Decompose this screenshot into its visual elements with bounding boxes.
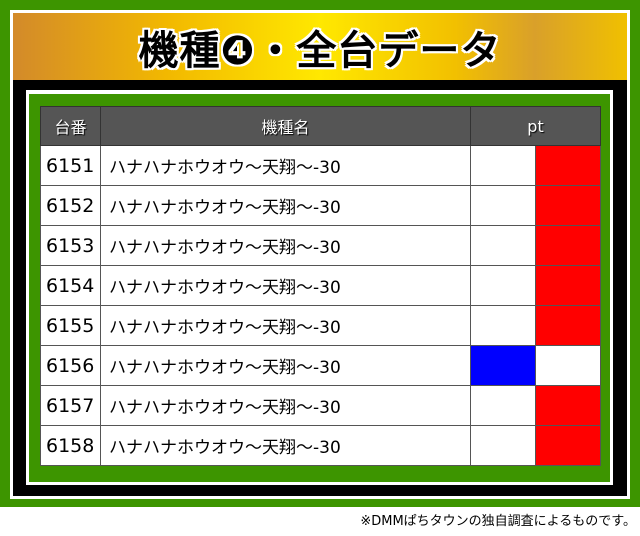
machine-number: 6156: [40, 345, 101, 386]
machine-name: ハナハナホウオウ～天翔～-30: [100, 225, 471, 266]
machine-name: ハナハナホウオウ～天翔～-30: [100, 185, 471, 226]
pt-positive-bar: [535, 385, 601, 426]
pt-negative-bar: [470, 265, 536, 306]
pt-negative-bar: [470, 425, 536, 466]
page-title: 機種❹・全台データ: [138, 27, 502, 74]
header-machine: 機種名: [100, 106, 471, 146]
pt-negative-bar: [470, 145, 536, 186]
header-pt: pt: [470, 106, 601, 146]
machine-number: 6155: [40, 305, 101, 346]
pt-positive-bar: [535, 225, 601, 266]
machine-number: 6154: [40, 265, 101, 306]
table-row: 6156 ハナハナホウオウ～天翔～-30: [40, 345, 601, 386]
pt-positive-bar: [535, 345, 601, 386]
machine-name: ハナハナホウオウ～天翔～-30: [100, 345, 471, 386]
pt-positive-bar: [535, 185, 601, 226]
machine-number: 6152: [40, 185, 101, 226]
machine-number: 6153: [40, 225, 101, 266]
machine-name: ハナハナホウオウ～天翔～-30: [100, 145, 471, 186]
machine-name: ハナハナホウオウ～天翔～-30: [100, 385, 471, 426]
pt-positive-bar: [535, 425, 601, 466]
machine-number: 6158: [40, 425, 101, 466]
table-row: 6154 ハナハナホウオウ～天翔～-30: [40, 265, 601, 306]
pt-positive-bar: [535, 305, 601, 346]
pt-positive-bar: [535, 145, 601, 186]
table-row: 6157 ハナハナホウオウ～天翔～-30: [40, 385, 601, 426]
pt-negative-bar: [470, 345, 536, 386]
table-row: 6153 ハナハナホウオウ～天翔～-30: [40, 225, 601, 266]
title-banner: 機種❹・全台データ: [13, 13, 627, 80]
machine-data-table: 台番 機種名 pt 6151 ハナハナホウオウ～天翔～-30 6152 ハナハナホウオ…: [40, 106, 601, 466]
header-number: 台番: [40, 106, 101, 146]
table-row: 6152 ハナハナホウオウ～天翔～-30: [40, 185, 601, 226]
pt-negative-bar: [470, 225, 536, 266]
table-row: 6155 ハナハナホウオウ～天翔～-30: [40, 305, 601, 346]
pt-positive-bar: [535, 265, 601, 306]
machine-name: ハナハナホウオウ～天翔～-30: [100, 305, 471, 346]
table-header-row: 台番 機種名 pt: [40, 106, 601, 146]
pt-negative-bar: [470, 385, 536, 426]
pt-negative-bar: [470, 185, 536, 226]
machine-name: ハナハナホウオウ～天翔～-30: [100, 265, 471, 306]
machine-number: 6151: [40, 145, 101, 186]
machine-name: ハナハナホウオウ～天翔～-30: [100, 425, 471, 466]
machine-number: 6157: [40, 385, 101, 426]
table-row: 6151 ハナハナホウオウ～天翔～-30: [40, 145, 601, 186]
table-row: 6158 ハナハナホウオウ～天翔～-30: [40, 425, 601, 466]
pt-negative-bar: [470, 305, 536, 346]
footnote: ※DMMぱちタウンの独自調査によるものです。: [360, 514, 636, 529]
